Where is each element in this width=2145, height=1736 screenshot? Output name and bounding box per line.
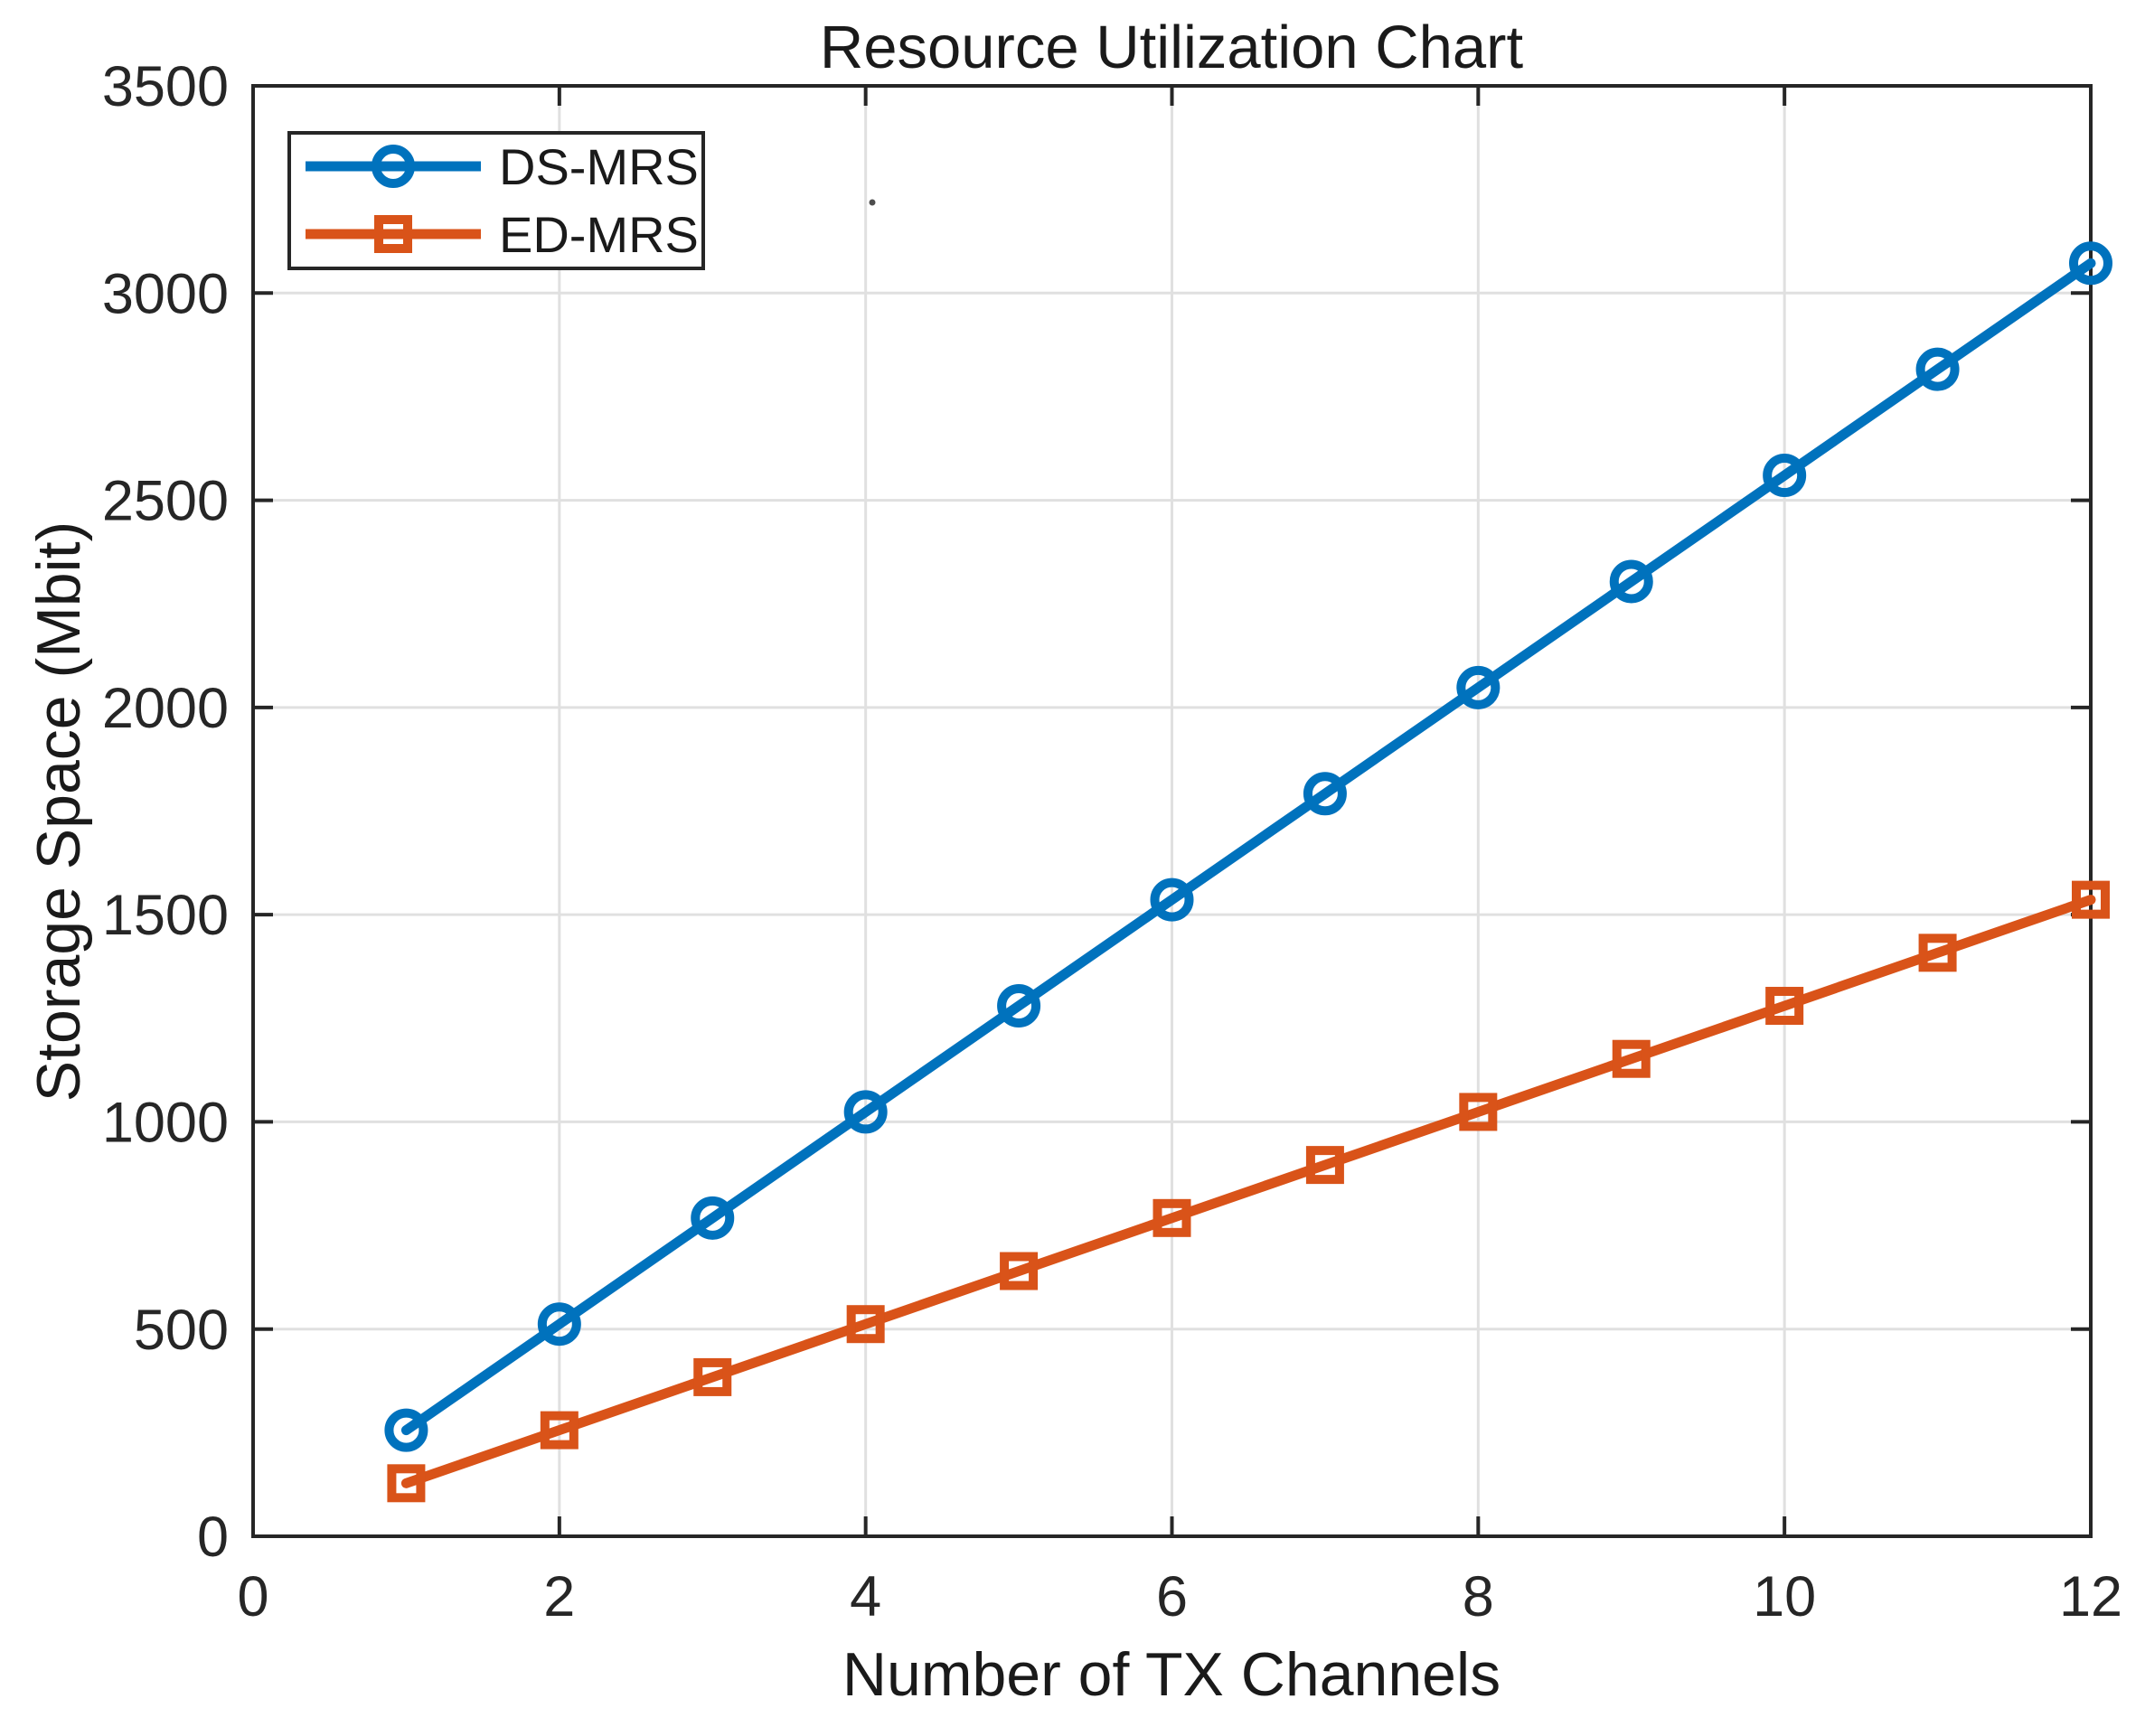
x-tick-label: 12 bbox=[2059, 1565, 2122, 1628]
circle-marker bbox=[537, 1302, 581, 1347]
circle-marker bbox=[1915, 347, 1960, 391]
y-tick-label: 1500 bbox=[102, 884, 229, 947]
y-tick-label: 0 bbox=[197, 1506, 229, 1569]
y-tick-label: 500 bbox=[134, 1299, 229, 1362]
chart-title: Resource Utilization Chart bbox=[820, 14, 1524, 81]
circle-marker bbox=[1150, 877, 1194, 922]
square-marker bbox=[387, 1464, 426, 1503]
square-marker bbox=[540, 1411, 579, 1450]
circle-marker bbox=[1763, 454, 1807, 498]
square-marker bbox=[2072, 880, 2110, 919]
y-tick-label: 3000 bbox=[102, 262, 229, 325]
circle-marker bbox=[1456, 665, 1501, 709]
legend-layer: DS-MRS ED-MRS bbox=[287, 131, 705, 270]
square-marker bbox=[1152, 1198, 1191, 1237]
legend-entry-label: DS-MRS bbox=[499, 138, 699, 195]
square-marker bbox=[693, 1357, 732, 1396]
x-tick-label: 10 bbox=[1753, 1565, 1816, 1628]
square-marker bbox=[1459, 1093, 1498, 1131]
y-tick-label: 1000 bbox=[102, 1091, 229, 1154]
square-marker bbox=[1305, 1146, 1344, 1185]
square-marker bbox=[1918, 934, 1957, 972]
x-tick-label: 4 bbox=[850, 1565, 881, 1628]
square-marker bbox=[1765, 987, 1804, 1026]
square-marker bbox=[1612, 1039, 1651, 1078]
legend-entry-label: ED-MRS bbox=[499, 206, 699, 263]
series-line-ed-mrs bbox=[400, 895, 2096, 1488]
y-axis-label: Storage Space (Mbit) bbox=[24, 521, 93, 1103]
y-tick-label: 2000 bbox=[102, 677, 229, 740]
circle-marker bbox=[1609, 559, 1653, 604]
circle-marker bbox=[384, 1408, 428, 1452]
circle-marker bbox=[1303, 772, 1347, 816]
circle-marker bbox=[691, 1196, 735, 1240]
stray-dot-artifact bbox=[869, 199, 876, 206]
circle-marker bbox=[372, 145, 415, 188]
circle-marker bbox=[843, 1090, 888, 1134]
circle-marker bbox=[997, 984, 1041, 1028]
legend-box bbox=[287, 131, 705, 270]
y-tick-label: 2500 bbox=[102, 470, 229, 533]
square-marker bbox=[846, 1305, 885, 1344]
circle-marker bbox=[2069, 241, 2112, 286]
x-tick-label: 2 bbox=[543, 1565, 575, 1628]
labels-layer: 0 2 4 6 8 10 12 0 500 1000 1500 2000 2500 3000 3500 bbox=[102, 55, 2122, 1628]
x-tick-label: 0 bbox=[237, 1565, 268, 1628]
y-tick-label: 3500 bbox=[102, 55, 229, 118]
series-line-ds-mrs bbox=[400, 258, 2096, 1436]
series-layer bbox=[384, 241, 2112, 1503]
square-marker bbox=[374, 215, 412, 253]
x-axis-label: Number of TX Channels bbox=[842, 1640, 1501, 1709]
grid-layer bbox=[251, 84, 2093, 1538]
x-tick-label: 8 bbox=[1463, 1565, 1494, 1628]
x-tick-label: 6 bbox=[1156, 1565, 1188, 1628]
square-marker bbox=[1000, 1252, 1039, 1290]
